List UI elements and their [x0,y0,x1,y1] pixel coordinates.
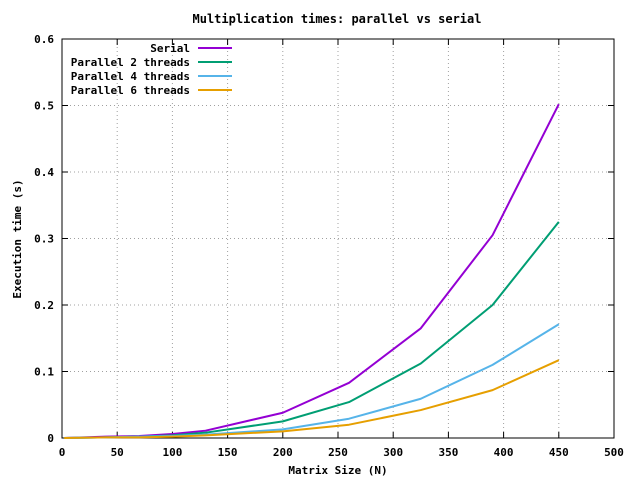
y-tick-label: 0.3 [34,233,54,246]
x-axis-label: Matrix Size (N) [288,464,387,477]
series-line-1 [64,221,560,439]
legend-label: Serial [150,42,190,55]
x-tick-label: 200 [273,446,293,459]
y-tick-label: 0.1 [34,366,54,379]
series-line-2 [64,323,560,439]
x-tick-label: 250 [328,446,348,459]
x-axis: 0 50 100 150 200 250 300 350 400 450 500 [59,39,624,459]
y-axis-label: Execution time (s) [11,179,24,298]
y-tick-label: 0.2 [34,299,54,312]
y-tick-label: 0.4 [34,166,54,179]
x-tick-label: 400 [494,446,514,459]
y-axis: 0 0.1 0.2 0.3 0.4 0.5 0.6 [34,33,614,445]
y-tick-label: 0 [47,432,54,445]
x-tick-label: 350 [438,446,458,459]
chart-title: Multiplication times: parallel vs serial [193,12,482,26]
legend-label: Parallel 6 threads [71,84,190,97]
x-tick-label: 150 [218,446,238,459]
y-tick-label: 0.5 [34,100,54,113]
x-tick-label: 0 [59,446,66,459]
series-line-3 [64,359,560,439]
x-tick-label: 100 [162,446,182,459]
y-tick-label: 0.6 [34,33,54,46]
series-lines [64,103,560,439]
x-tick-label: 500 [604,446,624,459]
legend-label: Parallel 2 threads [71,56,190,69]
x-tick-label: 50 [111,446,124,459]
x-tick-label: 450 [549,446,569,459]
x-tick-label: 300 [383,446,403,459]
legend-label: Parallel 4 threads [71,70,190,83]
grid-lines [62,39,614,438]
series-line-0 [64,103,560,439]
